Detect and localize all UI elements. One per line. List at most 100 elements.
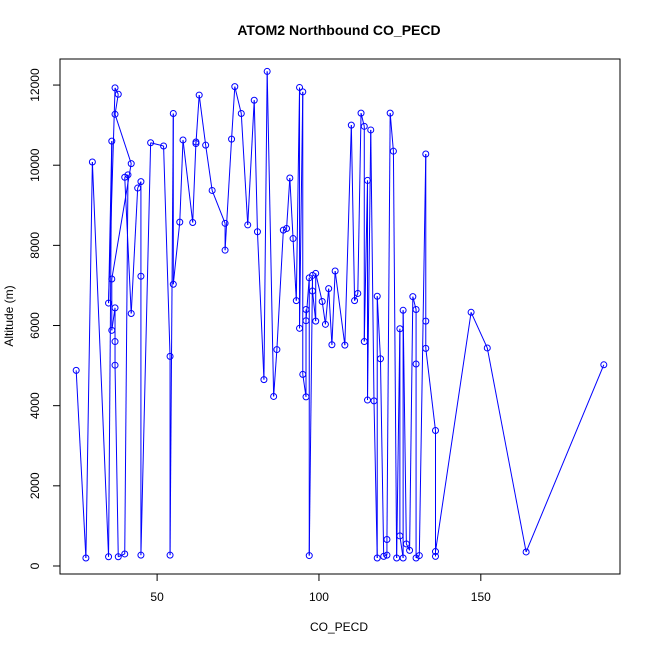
series-segment [357, 113, 362, 294]
data-point [169, 110, 177, 118]
y-tick-label: 10000 [28, 148, 42, 182]
series-segment [108, 87, 116, 304]
data-point [176, 218, 184, 226]
data-point [72, 366, 80, 374]
chart-title: ATOM2 Northbound CO_PECD [237, 22, 440, 38]
data-point [169, 280, 177, 288]
series-segment [367, 129, 372, 401]
data-point [351, 297, 359, 305]
series-segment [360, 112, 365, 127]
series-segment [379, 358, 385, 557]
data-point [321, 320, 329, 328]
data-point [114, 90, 122, 98]
series-points [72, 67, 608, 562]
series-segment [273, 349, 278, 397]
data-point [341, 341, 349, 349]
series-segment [376, 296, 381, 359]
data-point [422, 344, 430, 352]
data-point [373, 292, 381, 300]
data-point [292, 297, 300, 305]
data-point [202, 141, 210, 149]
data-point [231, 83, 239, 91]
data-point [367, 126, 375, 134]
series-segment [525, 364, 605, 553]
series-segment [179, 139, 184, 223]
series-segment [231, 86, 236, 140]
x-axis-label: CO_PECD [310, 620, 368, 634]
data-point [415, 552, 423, 560]
data-point [105, 553, 113, 561]
data-point [127, 309, 135, 317]
data-point [383, 536, 391, 544]
series-segment [315, 273, 323, 302]
x-tick-label: 50 [150, 590, 164, 604]
data-point [160, 142, 168, 150]
series-segment [169, 113, 174, 556]
series-segment [409, 296, 414, 551]
data-point [111, 304, 119, 312]
data-point [179, 136, 187, 144]
series-segment [198, 95, 207, 146]
series-segment [370, 129, 375, 401]
data-point [412, 360, 420, 368]
series-segment [405, 543, 411, 551]
data-point [108, 137, 116, 145]
y-tick-label: 0 [28, 562, 42, 569]
data-point [360, 338, 368, 346]
series-segment [434, 312, 472, 552]
series-segment [389, 113, 394, 152]
data-point [121, 550, 129, 558]
series-segment [234, 86, 242, 114]
series-segment [299, 91, 304, 329]
data-point [296, 324, 304, 332]
data-point [600, 361, 608, 369]
data-point [331, 267, 339, 275]
series-segment [363, 180, 369, 342]
series-segment [292, 238, 297, 301]
series-segment [114, 87, 119, 95]
series-segment [163, 145, 171, 357]
series-segment [276, 230, 284, 350]
data-point [396, 325, 404, 333]
data-point [237, 110, 245, 118]
series-segment [344, 125, 352, 346]
y-tick-label: 6000 [28, 312, 42, 339]
series-segment [140, 142, 152, 556]
series-segment [402, 310, 407, 544]
data-point [299, 88, 307, 96]
series-segment [211, 190, 226, 224]
series-segment [470, 312, 488, 349]
series-segment [172, 222, 181, 285]
data-point [386, 109, 394, 117]
data-point [364, 176, 372, 184]
data-point [147, 139, 155, 147]
series-segment [324, 288, 330, 325]
data-point [308, 287, 316, 295]
series-segment [124, 177, 132, 314]
data-point [114, 553, 122, 561]
data-point [111, 110, 119, 118]
series-segment [305, 277, 310, 321]
data-point [166, 551, 174, 559]
data-point [250, 96, 258, 104]
series-segment [253, 100, 258, 232]
data-point [396, 532, 404, 540]
data-point [105, 299, 113, 307]
data-point [399, 306, 407, 314]
series-segment [350, 125, 356, 301]
y-tick-label: 8000 [28, 232, 42, 259]
data-point [166, 352, 174, 360]
data-point [357, 109, 365, 117]
series-segment [182, 139, 194, 223]
data-point [422, 150, 430, 158]
series-segment [150, 142, 164, 147]
data-point [467, 308, 475, 316]
series-segment [392, 151, 398, 558]
series-segment [266, 71, 275, 397]
data-point [406, 546, 414, 554]
data-point [399, 554, 407, 562]
data-point [137, 272, 145, 280]
series-segment [418, 153, 427, 556]
series-segment [386, 113, 391, 540]
